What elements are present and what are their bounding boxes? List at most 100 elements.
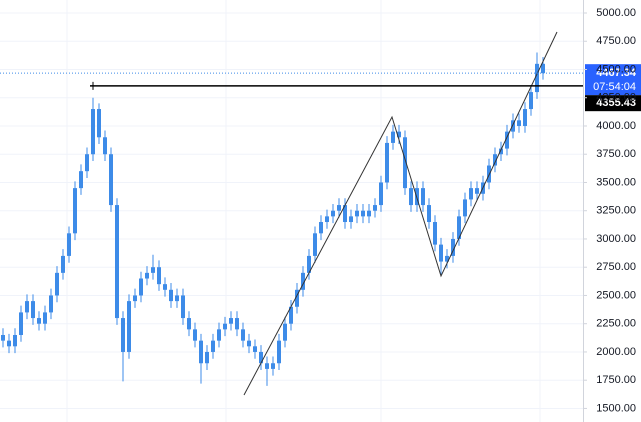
candle-body — [217, 329, 221, 341]
overlay: 4467.34 07:54:04 4355.43 — [0, 64, 641, 112]
candle-body — [169, 289, 173, 302]
candle-body — [457, 216, 461, 239]
candle-body — [505, 131, 509, 149]
candle-body — [139, 278, 143, 296]
candle-body — [319, 222, 323, 234]
candle-body — [91, 109, 95, 155]
last-price-label: 4467.34 — [596, 67, 637, 79]
candle-body — [427, 205, 431, 223]
candle-body — [175, 295, 179, 302]
candle-body — [55, 272, 59, 296]
candle-body — [493, 154, 497, 166]
candle-body — [85, 154, 89, 172]
candle-body — [181, 295, 185, 319]
y-tick-label: 3000.00 — [596, 233, 636, 245]
y-tick-label: 1500.00 — [596, 402, 636, 414]
candle-body — [469, 188, 473, 200]
y-tick-label: 2750.00 — [596, 261, 636, 273]
candle-body — [367, 210, 371, 217]
candle-body — [289, 306, 293, 324]
candle-body — [151, 267, 155, 273]
y-tick-label: 2500.00 — [596, 289, 636, 301]
candle-body — [31, 301, 35, 319]
candle-body — [313, 233, 317, 256]
y-tick-label: 4000.00 — [596, 120, 636, 132]
candle-body — [325, 216, 329, 223]
candle-body — [103, 137, 107, 155]
candle-body — [391, 131, 395, 143]
candle-body — [43, 312, 47, 324]
candle-body — [199, 340, 203, 364]
y-tick-label: 3500.00 — [596, 176, 636, 188]
candle-body — [439, 244, 443, 262]
candle-body — [229, 318, 233, 324]
countdown-label: 07:54:04 — [593, 81, 636, 93]
candle-body — [193, 329, 197, 341]
candle-body — [511, 120, 515, 132]
candle-body — [343, 205, 347, 223]
candle-body — [283, 323, 287, 341]
candle-body — [337, 205, 341, 211]
candle-body — [259, 351, 263, 364]
candle-body — [409, 188, 413, 206]
candle-body — [385, 142, 389, 183]
candle-body — [397, 131, 401, 138]
y-tick-label: 3250.00 — [596, 205, 636, 217]
y-tick-label: 5000.00 — [596, 7, 636, 19]
y-tick-label: 2250.00 — [596, 318, 636, 330]
candle-body — [223, 323, 227, 330]
candle-body — [535, 63, 539, 93]
candle-body — [205, 351, 209, 364]
candle-body — [49, 295, 53, 313]
candle-body — [79, 171, 83, 189]
candle-body — [361, 210, 365, 217]
candle-body — [355, 210, 359, 217]
candle-body — [115, 205, 119, 319]
candle-body — [529, 92, 533, 110]
y-tick-label: 1750.00 — [596, 374, 636, 386]
trend-line — [243, 31, 558, 396]
candle-body — [247, 340, 251, 347]
y-tick-label: 4250.00 — [596, 92, 636, 104]
y-tick-label: 4750.00 — [596, 35, 636, 47]
candle-body — [307, 255, 311, 273]
trend-lines — [243, 31, 558, 396]
candle-body — [265, 363, 269, 369]
candle-body — [67, 233, 71, 256]
candle-body — [301, 272, 305, 290]
candle-body — [433, 222, 437, 245]
candle-body — [133, 295, 137, 302]
level-label: 4355.43 — [596, 97, 636, 109]
candle-body — [19, 312, 23, 336]
y-axis: 1500.00 1750.00 2000.00 2250.00 2500.00 2750.… — [583, 7, 636, 414]
candle-body — [523, 109, 527, 126]
candle-body — [331, 210, 335, 217]
candle-body — [187, 318, 191, 330]
level-box — [585, 95, 641, 112]
candle-body — [253, 346, 257, 352]
candle-body — [235, 318, 239, 330]
candle-body — [421, 188, 425, 206]
candle-body — [109, 154, 113, 206]
y-tick-label: 3750.00 — [596, 148, 636, 160]
candle-body — [61, 255, 65, 273]
candle-body — [499, 148, 503, 155]
candle-body — [163, 284, 167, 290]
candle-body — [127, 301, 131, 352]
y-tick-label: 4500.00 — [596, 63, 636, 75]
candle-body — [517, 120, 521, 126]
candle-body — [13, 335, 17, 347]
candle-body — [475, 188, 479, 194]
candle-body — [7, 340, 11, 347]
candle-body — [271, 363, 275, 369]
candle-body — [121, 318, 125, 352]
candle-body — [73, 188, 77, 234]
candle-body — [145, 272, 149, 279]
candle-body — [1, 335, 5, 341]
y-tick-label: 2000.00 — [596, 346, 636, 358]
candle-body — [379, 182, 383, 206]
candle-body — [463, 199, 467, 217]
last-price-box — [585, 64, 641, 96]
candle-body — [451, 238, 455, 256]
